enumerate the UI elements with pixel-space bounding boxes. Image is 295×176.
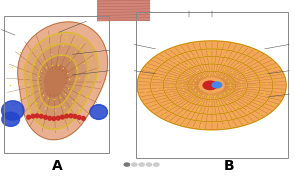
Ellipse shape [27, 115, 30, 119]
Ellipse shape [73, 114, 77, 118]
Circle shape [139, 163, 144, 166]
Ellipse shape [65, 114, 68, 118]
Circle shape [188, 71, 235, 100]
Ellipse shape [52, 117, 56, 121]
Circle shape [137, 41, 286, 130]
Polygon shape [18, 22, 108, 140]
Ellipse shape [78, 115, 81, 119]
Circle shape [212, 82, 222, 88]
Bar [136, 12, 288, 158]
Polygon shape [31, 44, 88, 118]
Circle shape [198, 77, 225, 93]
Ellipse shape [40, 114, 43, 118]
Circle shape [146, 163, 152, 166]
Ellipse shape [60, 115, 64, 119]
Ellipse shape [69, 114, 73, 118]
Ellipse shape [31, 114, 35, 118]
Polygon shape [38, 55, 77, 107]
Bar [4, 16, 109, 153]
Circle shape [176, 64, 248, 107]
Ellipse shape [1, 101, 24, 120]
Ellipse shape [90, 105, 107, 119]
Ellipse shape [44, 115, 47, 119]
Circle shape [124, 163, 130, 166]
Polygon shape [44, 66, 68, 97]
Ellipse shape [82, 116, 85, 120]
Circle shape [154, 163, 159, 166]
Ellipse shape [48, 116, 52, 120]
Circle shape [203, 81, 217, 90]
Ellipse shape [35, 114, 39, 118]
Circle shape [132, 163, 137, 166]
Ellipse shape [2, 112, 19, 126]
FancyBboxPatch shape [97, 0, 150, 21]
Polygon shape [24, 33, 98, 129]
Circle shape [163, 56, 260, 114]
Text: B: B [223, 159, 234, 173]
Text: A: A [52, 159, 63, 173]
Circle shape [151, 49, 273, 122]
Ellipse shape [56, 116, 60, 120]
